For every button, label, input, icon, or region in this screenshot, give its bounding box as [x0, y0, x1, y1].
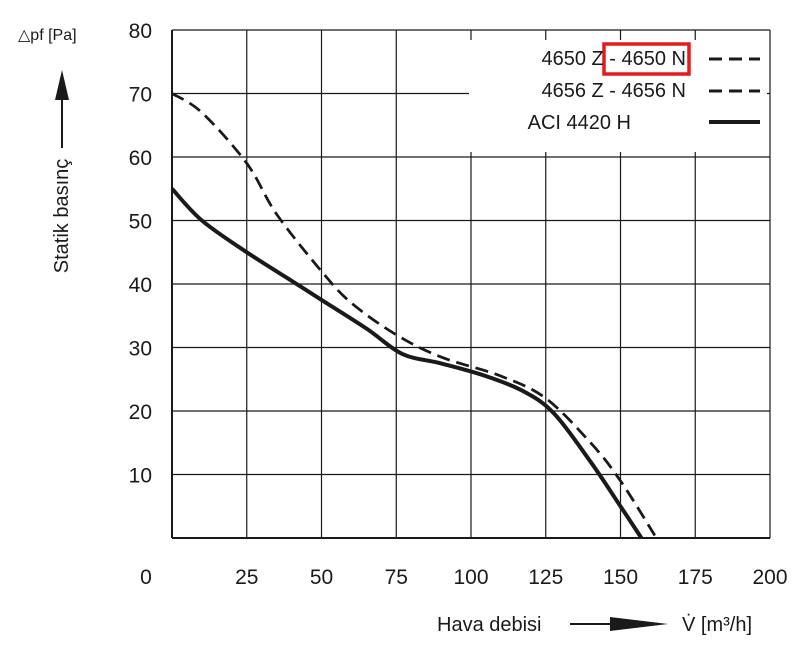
series-line-3 [170, 187, 644, 540]
y-tick-label: 40 [129, 274, 152, 297]
series-lines [170, 92, 658, 540]
x-tick-label: 50 [310, 566, 333, 589]
x-tick-label: 100 [453, 566, 488, 589]
x-axis-title: Hava debisi [437, 614, 542, 636]
y-unit-label: △pf [Pa] [18, 27, 77, 44]
y-tick-label: 30 [129, 338, 152, 361]
x-tick-label: 75 [385, 566, 408, 589]
x-tick-label: 175 [678, 566, 713, 589]
y-tick-label: 60 [129, 147, 152, 170]
y-tick-label: 80 [129, 20, 152, 43]
x-tick-labels: 0 25 50 75 100 125 150 175 200 [140, 566, 787, 589]
x-unit-label: V̇ [m³/h] [682, 614, 752, 636]
legend-label-3: ACI 4420 H [528, 112, 631, 134]
legend-label-1: 4650 Z - 4650 N [541, 48, 686, 70]
x-tick-label: 0 [140, 566, 152, 589]
y-axis-arrow-icon [55, 70, 69, 148]
x-tick-label: 150 [603, 566, 638, 589]
x-tick-label: 25 [235, 566, 258, 589]
y-tick-label: 50 [129, 211, 152, 234]
y-tick-label: 20 [129, 401, 152, 424]
y-tick-label: 10 [129, 465, 152, 488]
x-tick-label: 125 [528, 566, 563, 589]
series-line-2 [171, 92, 658, 539]
legend: 4650 Z - 4650 N 4656 Z - 4656 N ACI 4420… [469, 40, 767, 152]
legend-highlight-box [602, 42, 691, 76]
x-tick-label: 200 [752, 566, 787, 589]
y-tick-label: 70 [129, 84, 152, 107]
y-tick-labels: 10 20 30 40 50 60 70 80 [129, 20, 152, 488]
y-axis-title: Statik basınç [51, 159, 73, 274]
x-axis-arrow-icon [570, 617, 668, 631]
legend-label-2: 4656 Z - 4656 N [541, 80, 686, 102]
series-line-1 [171, 92, 658, 539]
